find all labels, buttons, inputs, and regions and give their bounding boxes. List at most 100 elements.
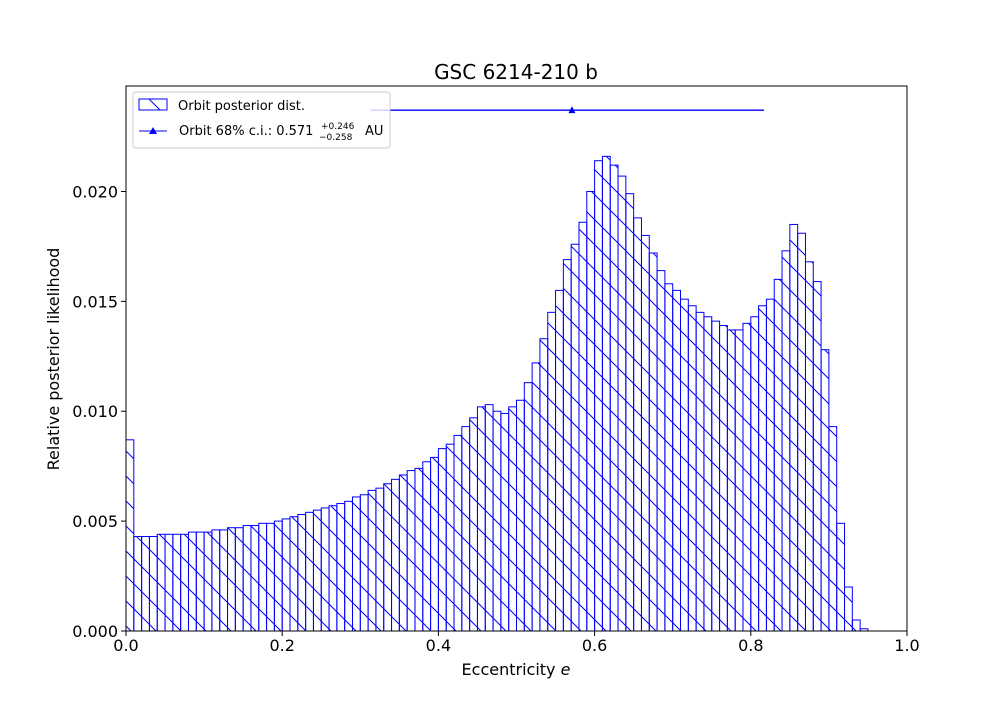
histogram-bar: [836, 522, 846, 632]
histogram-bar: [687, 305, 697, 632]
y-tick-label: 0.020: [72, 182, 118, 201]
histogram-bar: [781, 250, 791, 632]
x-axis-label: Eccentricity e: [462, 660, 571, 679]
histogram-bar: [828, 426, 838, 632]
histogram-bar: [656, 270, 666, 632]
histogram-bar: [476, 406, 486, 632]
histogram-bar: [742, 322, 752, 632]
histogram-bar: [258, 522, 268, 632]
histogram-bar: [141, 536, 150, 632]
histogram-bar: [523, 382, 533, 632]
y-tick-label: 0.000: [72, 622, 118, 641]
histogram-bar: [359, 494, 369, 632]
histogram-bar: [242, 525, 252, 632]
histogram-bar: [156, 533, 166, 632]
histogram-bar: [680, 298, 689, 632]
histogram-bar: [664, 283, 674, 632]
histogram-bar: [516, 399, 525, 632]
x-tick-label: 0.2: [269, 636, 294, 655]
histogram-bar: [773, 278, 783, 632]
histogram-bar: [851, 619, 861, 632]
histogram-bar: [336, 503, 346, 632]
histogram-bar: [797, 232, 806, 632]
histogram-bar: [492, 410, 502, 632]
histogram-bar: [547, 311, 557, 632]
histogram-bar: [765, 298, 775, 632]
histogram-bar: [625, 193, 635, 632]
histogram-bar: [570, 243, 580, 632]
histogram-bar: [398, 474, 408, 632]
histogram-bar: [234, 527, 244, 632]
histogram-bar: [195, 531, 205, 632]
histogram-bar: [469, 417, 478, 632]
histogram-bar: [351, 496, 361, 632]
histogram-bar: [219, 529, 229, 632]
histogram-bar: [789, 223, 799, 632]
histogram-bar: [250, 525, 260, 632]
x-tick-label: 1.0: [894, 636, 919, 655]
legend-ci-unit: AU: [365, 124, 383, 139]
legend-ci-marker: [149, 127, 157, 134]
histogram-bar: [320, 507, 330, 632]
legend: Orbit posterior dist. Orbit 68% c.i.: 0.…: [132, 91, 391, 149]
x-tick-label: 0.6: [582, 636, 607, 655]
histogram-bar: [164, 533, 174, 632]
histogram-bar: [172, 533, 182, 632]
y-axis-label: Relative posterior likelihood: [44, 248, 63, 471]
histogram-bar: [648, 252, 658, 632]
histogram-bar: [734, 329, 744, 632]
y-tick-label: 0.005: [72, 512, 118, 531]
histogram-bar: [328, 505, 338, 632]
histogram-bar: [844, 586, 853, 632]
histogram-bar: [617, 175, 627, 632]
x-axis-ticks: 0.0 0.2 0.4 0.6 0.8 1.0: [113, 631, 920, 655]
histogram-bar: [281, 518, 291, 632]
histogram-bar: [539, 338, 549, 632]
histogram-bar: [726, 329, 736, 632]
histogram-bar: [601, 155, 611, 632]
histogram-bar: [187, 531, 197, 632]
histogram-bar: [297, 514, 307, 632]
histogram-bar: [266, 522, 275, 632]
histogram-bar: [695, 311, 705, 632]
confidence-interval: [370, 106, 765, 114]
histogram-bar: [609, 164, 619, 632]
legend-ci-label: Orbit 68% c.i.: 0.571: [179, 124, 313, 139]
y-axis-ticks: 0.000 0.005 0.010 0.015 0.020: [72, 182, 126, 641]
x-tick-label: 0.8: [738, 636, 763, 655]
histogram-bar: [453, 434, 463, 632]
histogram-bar: [273, 520, 283, 632]
histogram-bar: [422, 461, 432, 632]
histogram-bar: [391, 478, 400, 632]
x-tick-label: 0.4: [426, 636, 451, 655]
histogram-bar: [804, 261, 814, 632]
chart-title: GSC 6214-210 b: [434, 60, 598, 84]
legend-hist-swatch: [138, 98, 168, 111]
legend-hist-label: Orbit posterior dist.: [178, 99, 305, 114]
histogram-bar: [711, 320, 721, 632]
histogram-bar: [531, 362, 541, 632]
x-tick-label: 0.0: [113, 636, 138, 655]
legend-box: [132, 91, 391, 149]
histogram-bar: [812, 281, 822, 632]
histogram-bar: [719, 325, 728, 632]
histogram-bar: [133, 536, 143, 632]
histogram-bar: [211, 529, 221, 632]
histogram-bar: [703, 316, 713, 632]
histogram-bar: [148, 536, 158, 632]
histogram-bar: [484, 404, 494, 632]
legend-ci-plus: +0.246: [321, 122, 355, 132]
y-tick-label: 0.010: [72, 402, 118, 421]
histogram-bar: [508, 406, 518, 632]
histogram-bar: [312, 509, 322, 632]
histogram-bar: [461, 426, 471, 632]
histogram-bar: [437, 448, 447, 632]
histogram-bar: [758, 305, 767, 632]
y-tick-label: 0.015: [72, 292, 118, 311]
histogram-bar: [500, 412, 510, 632]
histogram-bar: [406, 470, 416, 632]
histogram-bar: [375, 487, 385, 632]
legend-ci-minus: −0.258: [319, 133, 353, 143]
histogram-bar: [578, 221, 588, 632]
